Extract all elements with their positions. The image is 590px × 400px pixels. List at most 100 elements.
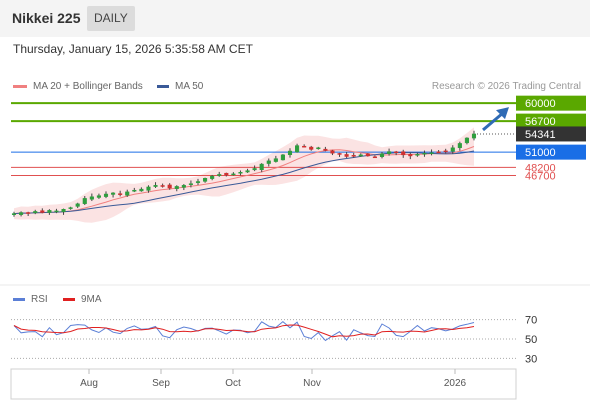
level-label-46700: 46700 [525, 171, 556, 183]
candle [443, 148, 448, 154]
timestamp: Thursday, January 15, 2026 5:35:58 AM CE… [13, 42, 253, 56]
legend-rsi-swatch [13, 297, 25, 301]
candle [408, 152, 413, 160]
legend-ma50-label: MA 50 [175, 81, 204, 92]
legend-bollinger-swatch [13, 84, 27, 88]
legend-ma50-swatch [157, 84, 169, 88]
candle [188, 180, 193, 188]
candle [273, 155, 278, 163]
candles [11, 130, 477, 217]
candle [96, 193, 101, 199]
forecast-arrow [482, 107, 509, 132]
candle [365, 153, 370, 157]
level-label-box-56700 [516, 113, 586, 129]
candle [125, 189, 130, 197]
candle [68, 206, 73, 210]
candle [316, 146, 321, 150]
candle [160, 183, 165, 188]
level-label-60000: 60000 [525, 98, 556, 110]
candle [224, 172, 229, 177]
candle [217, 171, 222, 177]
x-tick-label: Aug [80, 378, 98, 389]
candle [75, 202, 80, 209]
level-label-box-60000 [516, 95, 586, 111]
candle [111, 192, 116, 198]
candle [203, 177, 208, 183]
candle [358, 153, 363, 157]
candle [464, 137, 469, 145]
candle [26, 211, 31, 217]
rsi-ma-line [13, 324, 475, 338]
candle [231, 172, 236, 176]
legend-bollinger-label: MA 20 + Bollinger Bands [33, 81, 143, 92]
candle [401, 149, 406, 158]
candle [429, 149, 434, 156]
candle [295, 143, 300, 153]
candle [323, 146, 328, 152]
time-axis-box [10, 368, 517, 400]
level-label-48200: 48200 [525, 162, 556, 174]
candle [337, 152, 342, 157]
legend-rsi-label: RSI [31, 294, 48, 305]
candle [118, 190, 123, 197]
candle [245, 168, 250, 173]
ma20-line [13, 146, 475, 215]
candle [47, 209, 52, 215]
candle [167, 183, 172, 190]
level-label-56700: 56700 [525, 116, 556, 128]
candle [11, 211, 17, 217]
rsi-panel: 70 50 30 [11, 315, 537, 365]
candle [19, 211, 24, 217]
candle [266, 158, 271, 167]
candle [302, 144, 307, 148]
x-tick-label: Sep [152, 378, 170, 389]
candle [259, 163, 264, 173]
x-tick-label: Oct [225, 378, 241, 389]
candle [415, 152, 420, 157]
candle [287, 148, 293, 158]
interval-button[interactable]: DAILY [87, 6, 135, 31]
candle [181, 184, 186, 191]
candle [238, 170, 243, 176]
candle [132, 187, 137, 193]
level-label-51000: 51000 [525, 147, 556, 159]
candle [139, 187, 144, 192]
candle [174, 185, 179, 192]
x-tick-label: Nov [303, 378, 321, 389]
candle [280, 154, 285, 161]
legend-bollinger: MA 20 + Bollinger Bands [13, 81, 143, 92]
forecast-arrow-shaft [482, 111, 505, 132]
candle [422, 150, 427, 157]
header-bar: Nikkei 225 DAILY [0, 0, 590, 37]
candle [372, 155, 377, 159]
legend-rsi: RSI [13, 294, 48, 305]
candle [153, 182, 158, 188]
candle [103, 191, 109, 199]
x-axis: Aug Sep Oct Nov 2026 [80, 369, 467, 389]
candle [351, 152, 356, 158]
forecast-arrow-head [496, 107, 509, 120]
candle [330, 149, 335, 156]
source-credit: Research © 2026 Trading Central [431, 81, 581, 92]
candle [82, 196, 87, 205]
candle [344, 151, 349, 158]
candle [210, 174, 215, 181]
candle [195, 178, 201, 185]
candle [457, 141, 462, 151]
candle [40, 208, 45, 214]
candle [33, 209, 38, 215]
candle [146, 185, 151, 193]
legend-rsi-ma-swatch [63, 297, 75, 301]
rsi-tick-70: 70 [525, 315, 537, 327]
level-label-box-51000 [516, 144, 586, 160]
candle [394, 150, 399, 156]
x-tick-label: 2026 [444, 378, 467, 389]
rsi-tick-30: 30 [525, 353, 537, 365]
candle [252, 165, 257, 172]
candle [309, 145, 314, 151]
candle [387, 148, 392, 156]
candle [54, 208, 59, 214]
legend-rsi-ma: 9MA [63, 294, 102, 305]
legend-rsi-ma-label: 9MA [81, 294, 102, 305]
